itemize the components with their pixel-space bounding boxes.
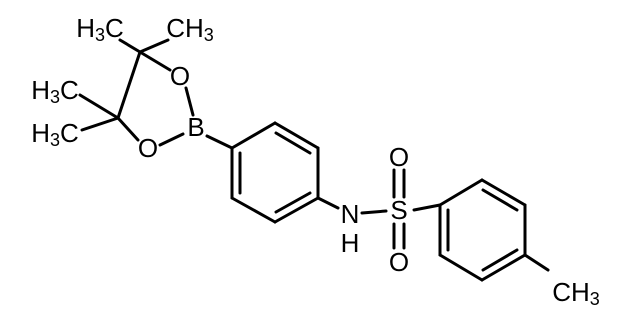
bond <box>184 86 195 117</box>
atom-label: H <box>341 228 360 258</box>
bond <box>205 134 234 150</box>
atom-label: O <box>389 247 409 277</box>
bonds <box>78 38 550 282</box>
subscript: 3 <box>204 25 214 45</box>
subscript: 3 <box>590 289 600 309</box>
bond <box>230 121 277 150</box>
atom-text: C <box>105 13 124 43</box>
bond <box>138 38 170 54</box>
atom-text: H <box>31 118 50 148</box>
atom-text: O <box>170 61 190 91</box>
bond <box>480 178 527 207</box>
bond <box>316 196 340 210</box>
bond <box>80 116 120 132</box>
bond <box>138 50 172 72</box>
bond <box>481 188 519 212</box>
bond <box>273 196 320 224</box>
atom-label: S <box>390 195 407 225</box>
atom-label: N <box>341 199 360 229</box>
bond <box>481 248 519 272</box>
bond <box>412 203 442 212</box>
atom-text: C <box>60 75 79 105</box>
bond <box>438 253 484 282</box>
bond <box>158 132 185 147</box>
subscript: 3 <box>95 25 105 45</box>
atom-text: O <box>389 247 409 277</box>
atom-label: CH3 <box>552 277 600 309</box>
bond <box>118 38 142 54</box>
bond <box>230 196 277 224</box>
bond <box>274 131 312 155</box>
atom-label: O <box>170 61 190 91</box>
atom-label: O <box>389 142 409 172</box>
atom-text: O <box>389 142 409 172</box>
atom-label: B <box>187 112 204 142</box>
atom-label: CH3 <box>166 13 214 45</box>
bond <box>438 178 484 207</box>
bond <box>78 93 120 120</box>
atom-text: B <box>187 112 204 142</box>
bond <box>523 253 550 272</box>
atom-label: H3C <box>31 118 79 150</box>
atom-label: O <box>138 133 158 163</box>
atom-text: H <box>341 228 360 258</box>
bond <box>116 116 140 142</box>
atom-text: CH <box>552 277 590 307</box>
bond <box>274 191 312 214</box>
bond <box>480 253 527 282</box>
atom-label: H3C <box>31 75 79 107</box>
subscript: 3 <box>50 87 60 107</box>
atom-text: N <box>341 199 360 229</box>
atom-text: C <box>60 118 79 148</box>
atom-text: O <box>138 133 158 163</box>
atom-text: H <box>76 13 95 43</box>
atom-text: S <box>390 195 407 225</box>
bond <box>273 121 320 150</box>
atom-label: H3C <box>76 13 124 45</box>
subscript: 3 <box>50 130 60 150</box>
atom-text: H <box>31 75 50 105</box>
bond <box>116 50 142 120</box>
bond <box>360 209 388 215</box>
atom-text: CH <box>166 13 204 43</box>
